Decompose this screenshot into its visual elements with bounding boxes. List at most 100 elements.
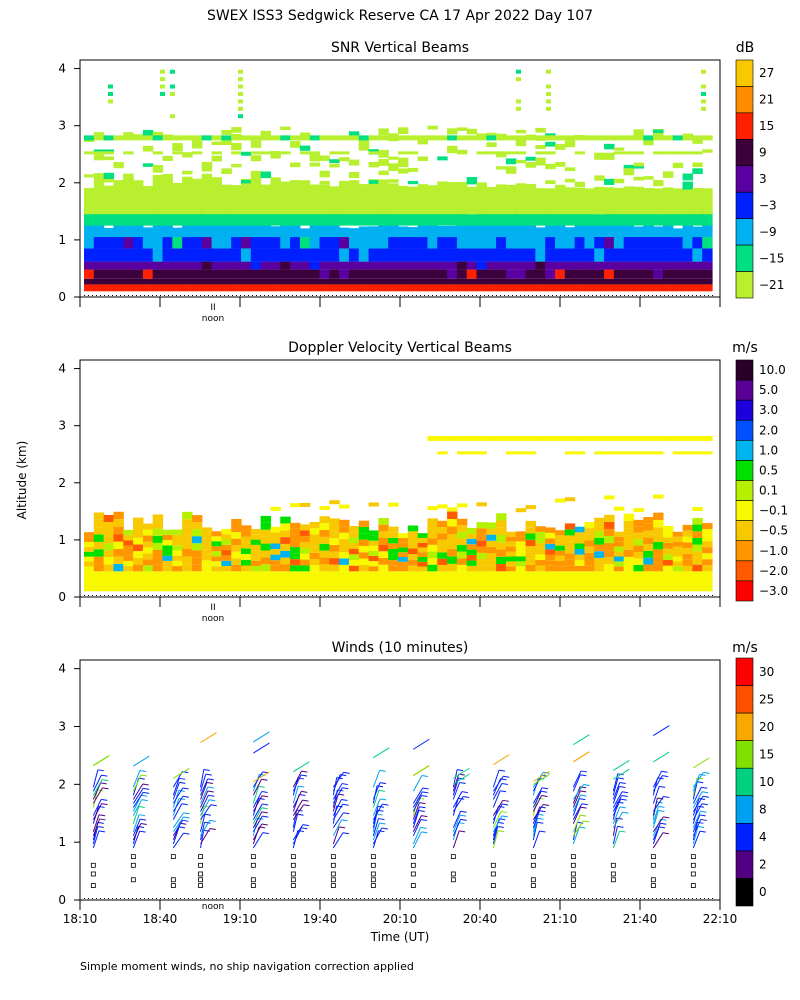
doppler-cell <box>299 536 311 543</box>
doppler-cell <box>702 565 713 572</box>
wind-barb-flag <box>179 826 186 829</box>
doppler-cell <box>348 554 360 560</box>
snr-cell <box>309 151 321 155</box>
wind-barb-flag <box>342 803 349 806</box>
snr-cell <box>407 211 419 226</box>
snr-cell <box>584 135 595 141</box>
snr-cell <box>584 269 595 279</box>
snr-cell <box>672 135 684 141</box>
doppler-cell <box>250 566 262 572</box>
doppler-cell <box>407 525 419 532</box>
calm-wind-marker <box>690 862 696 868</box>
doppler-cell <box>388 560 399 566</box>
doppler-cell <box>564 565 576 572</box>
doppler-cell <box>407 548 419 555</box>
snr-cell <box>339 278 350 285</box>
doppler-colorbar-label: −0.1 <box>759 504 788 518</box>
winds-colorbar-label: 25 <box>759 692 774 706</box>
snr-cell <box>142 186 154 215</box>
wind-barb <box>532 791 542 808</box>
wind-barb-flag <box>182 795 189 798</box>
snr-cell <box>152 221 164 238</box>
snr-cell <box>93 278 105 285</box>
snr-cell <box>368 135 379 141</box>
wind-barb-flag <box>703 771 710 774</box>
doppler-cell <box>103 522 115 530</box>
doppler-cell <box>260 564 272 572</box>
doppler-colorbar-swatch <box>735 560 754 582</box>
snr-cell <box>339 248 350 262</box>
calm-wind-marker <box>490 871 496 877</box>
snr-cell <box>250 269 262 279</box>
snr-cell <box>191 178 203 186</box>
doppler-cell <box>152 564 164 572</box>
snr-cell <box>162 248 173 262</box>
snr-cell <box>241 269 252 279</box>
snr-cell <box>427 284 438 292</box>
doppler-cell <box>358 533 370 540</box>
doppler-cell <box>93 563 105 572</box>
x-axis-label: Time (UT) <box>370 930 430 944</box>
doppler-cell <box>692 451 703 455</box>
wind-barb <box>693 757 710 769</box>
wind-barb-flag <box>208 794 215 797</box>
snr-cell <box>201 161 213 168</box>
wind-barb-flag <box>342 832 350 835</box>
snr-units: dB <box>736 40 755 56</box>
snr-cell <box>594 135 605 141</box>
snr-cell <box>133 248 144 262</box>
doppler-cell <box>476 502 487 507</box>
doppler-cell <box>329 518 340 526</box>
doppler-cell <box>152 557 164 565</box>
doppler-cell <box>241 531 252 537</box>
snr-cell <box>84 248 95 262</box>
doppler-cell <box>250 539 262 545</box>
doppler-cell <box>84 566 95 572</box>
doppler-cell <box>241 542 252 549</box>
snr-cell <box>270 209 281 226</box>
wind-barb-flag <box>101 803 108 806</box>
snr-colorbar-label: −15 <box>759 251 784 265</box>
wind-barb <box>200 795 209 812</box>
snr-cell <box>564 213 576 226</box>
snr-cell <box>348 261 360 270</box>
snr-cell <box>594 278 605 285</box>
snr-cell <box>613 269 625 279</box>
snr-panel-title: SNR Vertical Beams <box>331 40 469 56</box>
doppler-cell <box>682 435 693 441</box>
doppler-cell <box>643 530 654 538</box>
doppler-cell <box>505 451 517 455</box>
calm-wind-marker <box>198 871 203 877</box>
wind-barb-flag <box>209 819 216 822</box>
doppler-cell <box>623 520 635 529</box>
snr-cell <box>123 225 134 238</box>
snr-cell <box>456 278 468 285</box>
snr-cell <box>653 135 664 141</box>
snr-cell <box>211 213 222 226</box>
wind-barb <box>652 775 663 792</box>
doppler-colorbar-label: 5.0 <box>759 383 778 397</box>
snr-cell <box>270 284 281 292</box>
snr-cell <box>564 135 576 141</box>
doppler-cell <box>133 524 144 532</box>
snr-cell <box>407 284 419 292</box>
doppler-cell <box>172 550 183 556</box>
snr-cell <box>142 261 154 270</box>
doppler-cell <box>290 534 301 542</box>
snr-cell <box>701 69 706 74</box>
doppler-cell <box>604 536 615 544</box>
snr-cell <box>692 162 703 167</box>
snr-cell <box>555 224 566 238</box>
doppler-colorbar-label: −2.0 <box>759 564 788 578</box>
doppler-cell <box>123 545 134 551</box>
doppler-cell <box>692 524 703 532</box>
wind-barb <box>612 798 622 816</box>
snr-cell <box>299 210 311 226</box>
snr-colorbar-label: 15 <box>759 119 774 133</box>
doppler-cell <box>142 547 154 554</box>
snr-cell <box>456 261 468 270</box>
wind-barb <box>612 777 619 796</box>
doppler-cell <box>613 451 625 455</box>
snr-cell <box>496 151 507 155</box>
doppler-cell <box>299 547 311 554</box>
